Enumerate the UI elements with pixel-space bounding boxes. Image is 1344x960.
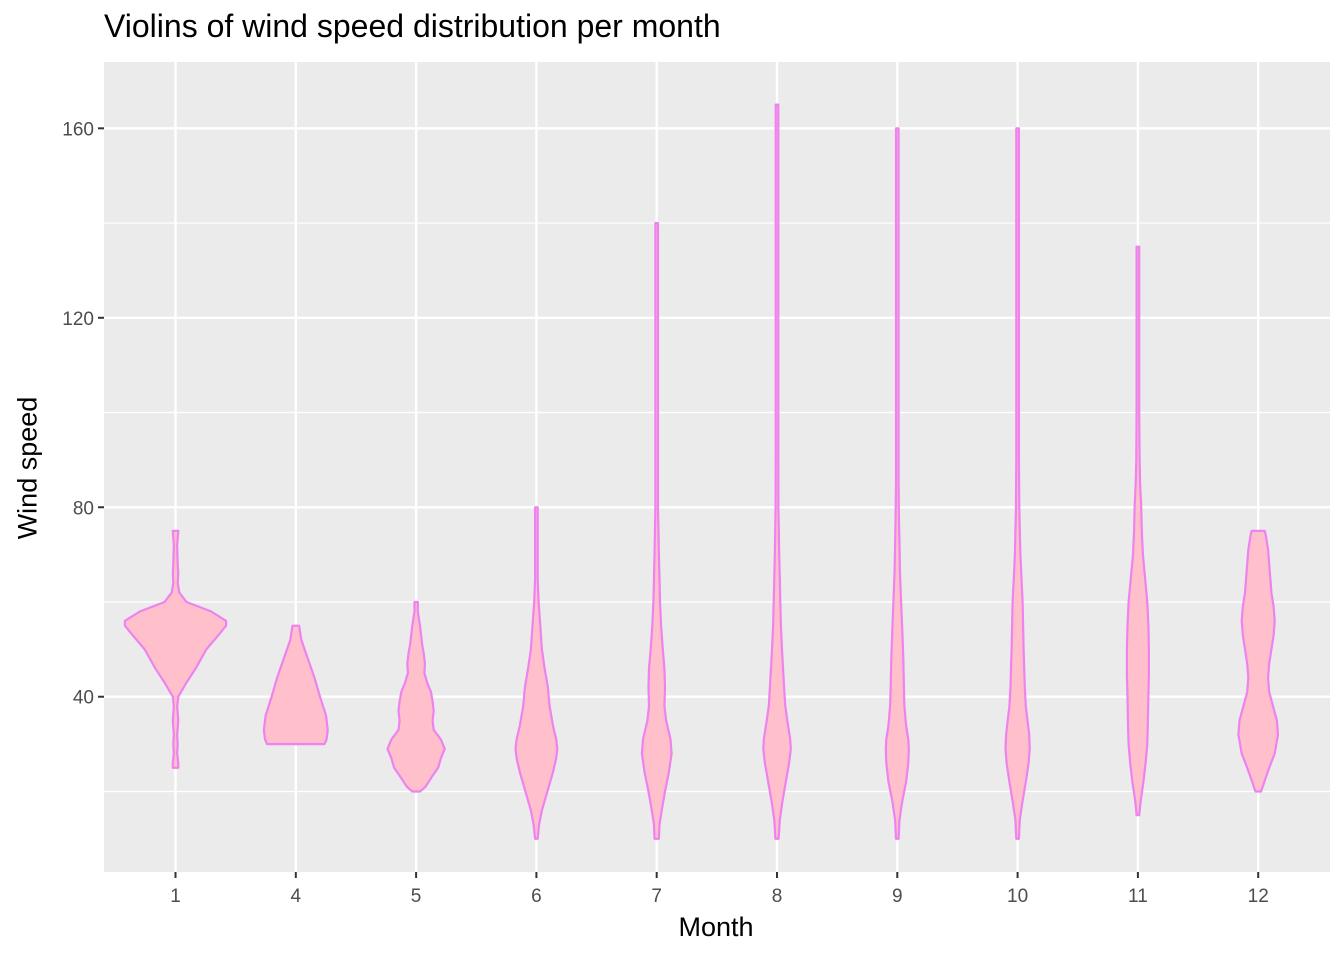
violin-month-1 xyxy=(123,529,228,769)
violin-month-8 xyxy=(762,103,792,840)
x-axis: 1 4 5 6 7 8 9 10 11 12 xyxy=(170,872,1269,907)
x-tick-label: 11 xyxy=(1128,886,1148,907)
y-tick-label: 80 xyxy=(73,498,94,519)
x-tick-label: 9 xyxy=(892,886,903,907)
chart-title: Violins of wind speed distribution per m… xyxy=(104,8,721,44)
violin-month-4 xyxy=(262,624,329,746)
x-tick-label: 10 xyxy=(1007,886,1028,907)
x-tick-label: 12 xyxy=(1248,886,1269,907)
violin-month-5 xyxy=(386,600,446,793)
x-tick-label: 6 xyxy=(531,886,542,907)
x-tick-label: 5 xyxy=(411,886,422,907)
violin-month-7 xyxy=(640,222,673,840)
y-tick-label: 40 xyxy=(73,688,94,709)
grid-minor xyxy=(104,222,1330,793)
violin-month-6 xyxy=(514,506,559,840)
y-tick-label: 120 xyxy=(62,309,94,330)
x-tick-label: 1 xyxy=(170,886,181,907)
y-axis: 40 80 120 160 xyxy=(62,119,104,709)
violin-month-11 xyxy=(1125,245,1150,817)
x-tick-label: 7 xyxy=(651,886,662,907)
violin-month-9 xyxy=(884,127,910,840)
y-tick-label: 160 xyxy=(62,119,94,140)
x-tick-label: 4 xyxy=(291,886,302,907)
violin-month-10 xyxy=(1004,127,1031,840)
violins xyxy=(123,103,1280,840)
x-axis-title: Month xyxy=(678,912,754,942)
violin-month-12 xyxy=(1237,529,1280,793)
x-tick-label: 8 xyxy=(772,886,783,907)
